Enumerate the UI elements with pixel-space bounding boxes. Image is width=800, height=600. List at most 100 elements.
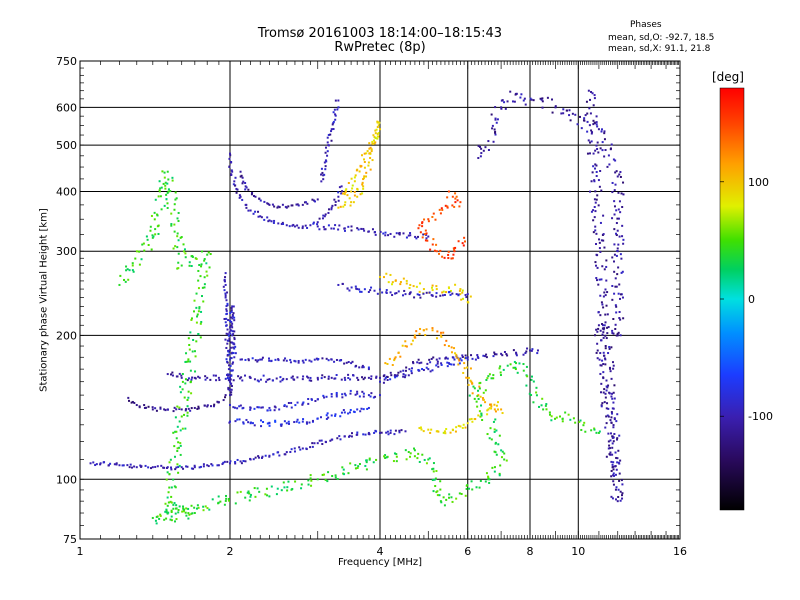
data-point: [295, 203, 298, 206]
data-point: [320, 180, 323, 183]
data-point: [530, 98, 533, 101]
data-point: [231, 330, 234, 333]
colorbar-label: [deg]: [712, 70, 744, 84]
data-point: [595, 144, 598, 147]
data-point: [415, 330, 418, 333]
data-point: [367, 376, 370, 379]
data-point: [502, 368, 505, 371]
data-point: [201, 286, 204, 289]
data-point: [298, 446, 301, 449]
data-point: [595, 198, 598, 201]
data-point: [384, 376, 387, 379]
data-point: [615, 334, 618, 337]
data-point: [593, 94, 596, 97]
data-point: [248, 492, 251, 495]
data-point: [302, 401, 305, 404]
data-point: [608, 453, 611, 456]
data-point: [245, 418, 248, 421]
data-point: [239, 404, 242, 407]
data-point: [613, 189, 616, 192]
data-point: [453, 249, 456, 252]
data-point: [231, 305, 234, 308]
data-point: [128, 269, 131, 272]
data-point: [602, 354, 605, 357]
data-point: [280, 424, 283, 427]
data-point: [615, 254, 618, 257]
data-point: [451, 500, 454, 503]
data-point: [228, 364, 231, 367]
data-point: [347, 225, 350, 228]
data-point: [308, 379, 311, 382]
data-point: [127, 278, 130, 281]
data-point: [418, 293, 421, 296]
data-point: [455, 426, 458, 429]
data-point: [498, 367, 501, 370]
data-point: [326, 480, 329, 483]
data-point: [344, 201, 347, 204]
data-point: [421, 225, 424, 228]
data-point: [358, 366, 361, 369]
data-point: [619, 175, 622, 178]
data-point: [187, 396, 190, 399]
data-point: [392, 460, 395, 463]
data-point: [611, 442, 614, 445]
data-point: [612, 436, 615, 439]
data-point: [455, 195, 458, 198]
data-point: [449, 431, 452, 434]
data-point: [164, 184, 167, 187]
data-point: [230, 388, 233, 391]
data-point: [323, 228, 326, 231]
data-point: [229, 404, 231, 407]
data-point: [419, 426, 422, 429]
data-point: [367, 161, 370, 164]
data-point: [363, 229, 366, 232]
data-point: [214, 374, 217, 377]
data-point: [349, 392, 352, 395]
data-point: [399, 355, 402, 358]
data-point: [186, 379, 189, 382]
data-point: [616, 247, 619, 250]
data-point: [446, 206, 449, 209]
data-point: [422, 233, 425, 236]
data-point: [359, 165, 362, 168]
data-point: [139, 464, 142, 467]
data-point: [294, 404, 297, 407]
data-point: [606, 291, 609, 294]
data-point: [353, 180, 356, 183]
data-point: [326, 136, 329, 139]
data-point: [244, 203, 247, 206]
data-point: [457, 293, 460, 296]
data-point: [159, 513, 162, 516]
data-point: [465, 296, 468, 299]
data-point: [172, 503, 175, 506]
data-point: [427, 428, 430, 431]
data-point: [309, 446, 312, 449]
data-point: [309, 376, 312, 379]
data-point: [198, 306, 201, 309]
y-tick-label: 300: [56, 245, 77, 258]
data-point: [597, 327, 600, 330]
data-point: [287, 401, 290, 404]
data-point: [170, 223, 173, 226]
data-point: [185, 465, 188, 468]
data-point: [262, 421, 265, 424]
data-point: [588, 152, 591, 155]
data-point: [602, 233, 605, 236]
data-point: [453, 358, 456, 361]
data-point: [440, 362, 443, 365]
data-point: [386, 430, 389, 433]
data-point: [327, 375, 330, 378]
data-point: [289, 361, 292, 364]
data-point: [452, 247, 455, 250]
data-point: [419, 231, 422, 234]
data-point: [597, 151, 600, 154]
data-point: [372, 134, 375, 137]
data-point: [282, 223, 285, 226]
data-point: [593, 427, 596, 430]
data-point: [193, 512, 196, 515]
data-point: [394, 356, 397, 359]
data-point: [542, 408, 545, 411]
data-point: [429, 370, 432, 373]
data-point: [343, 192, 346, 195]
data-point: [594, 210, 597, 213]
